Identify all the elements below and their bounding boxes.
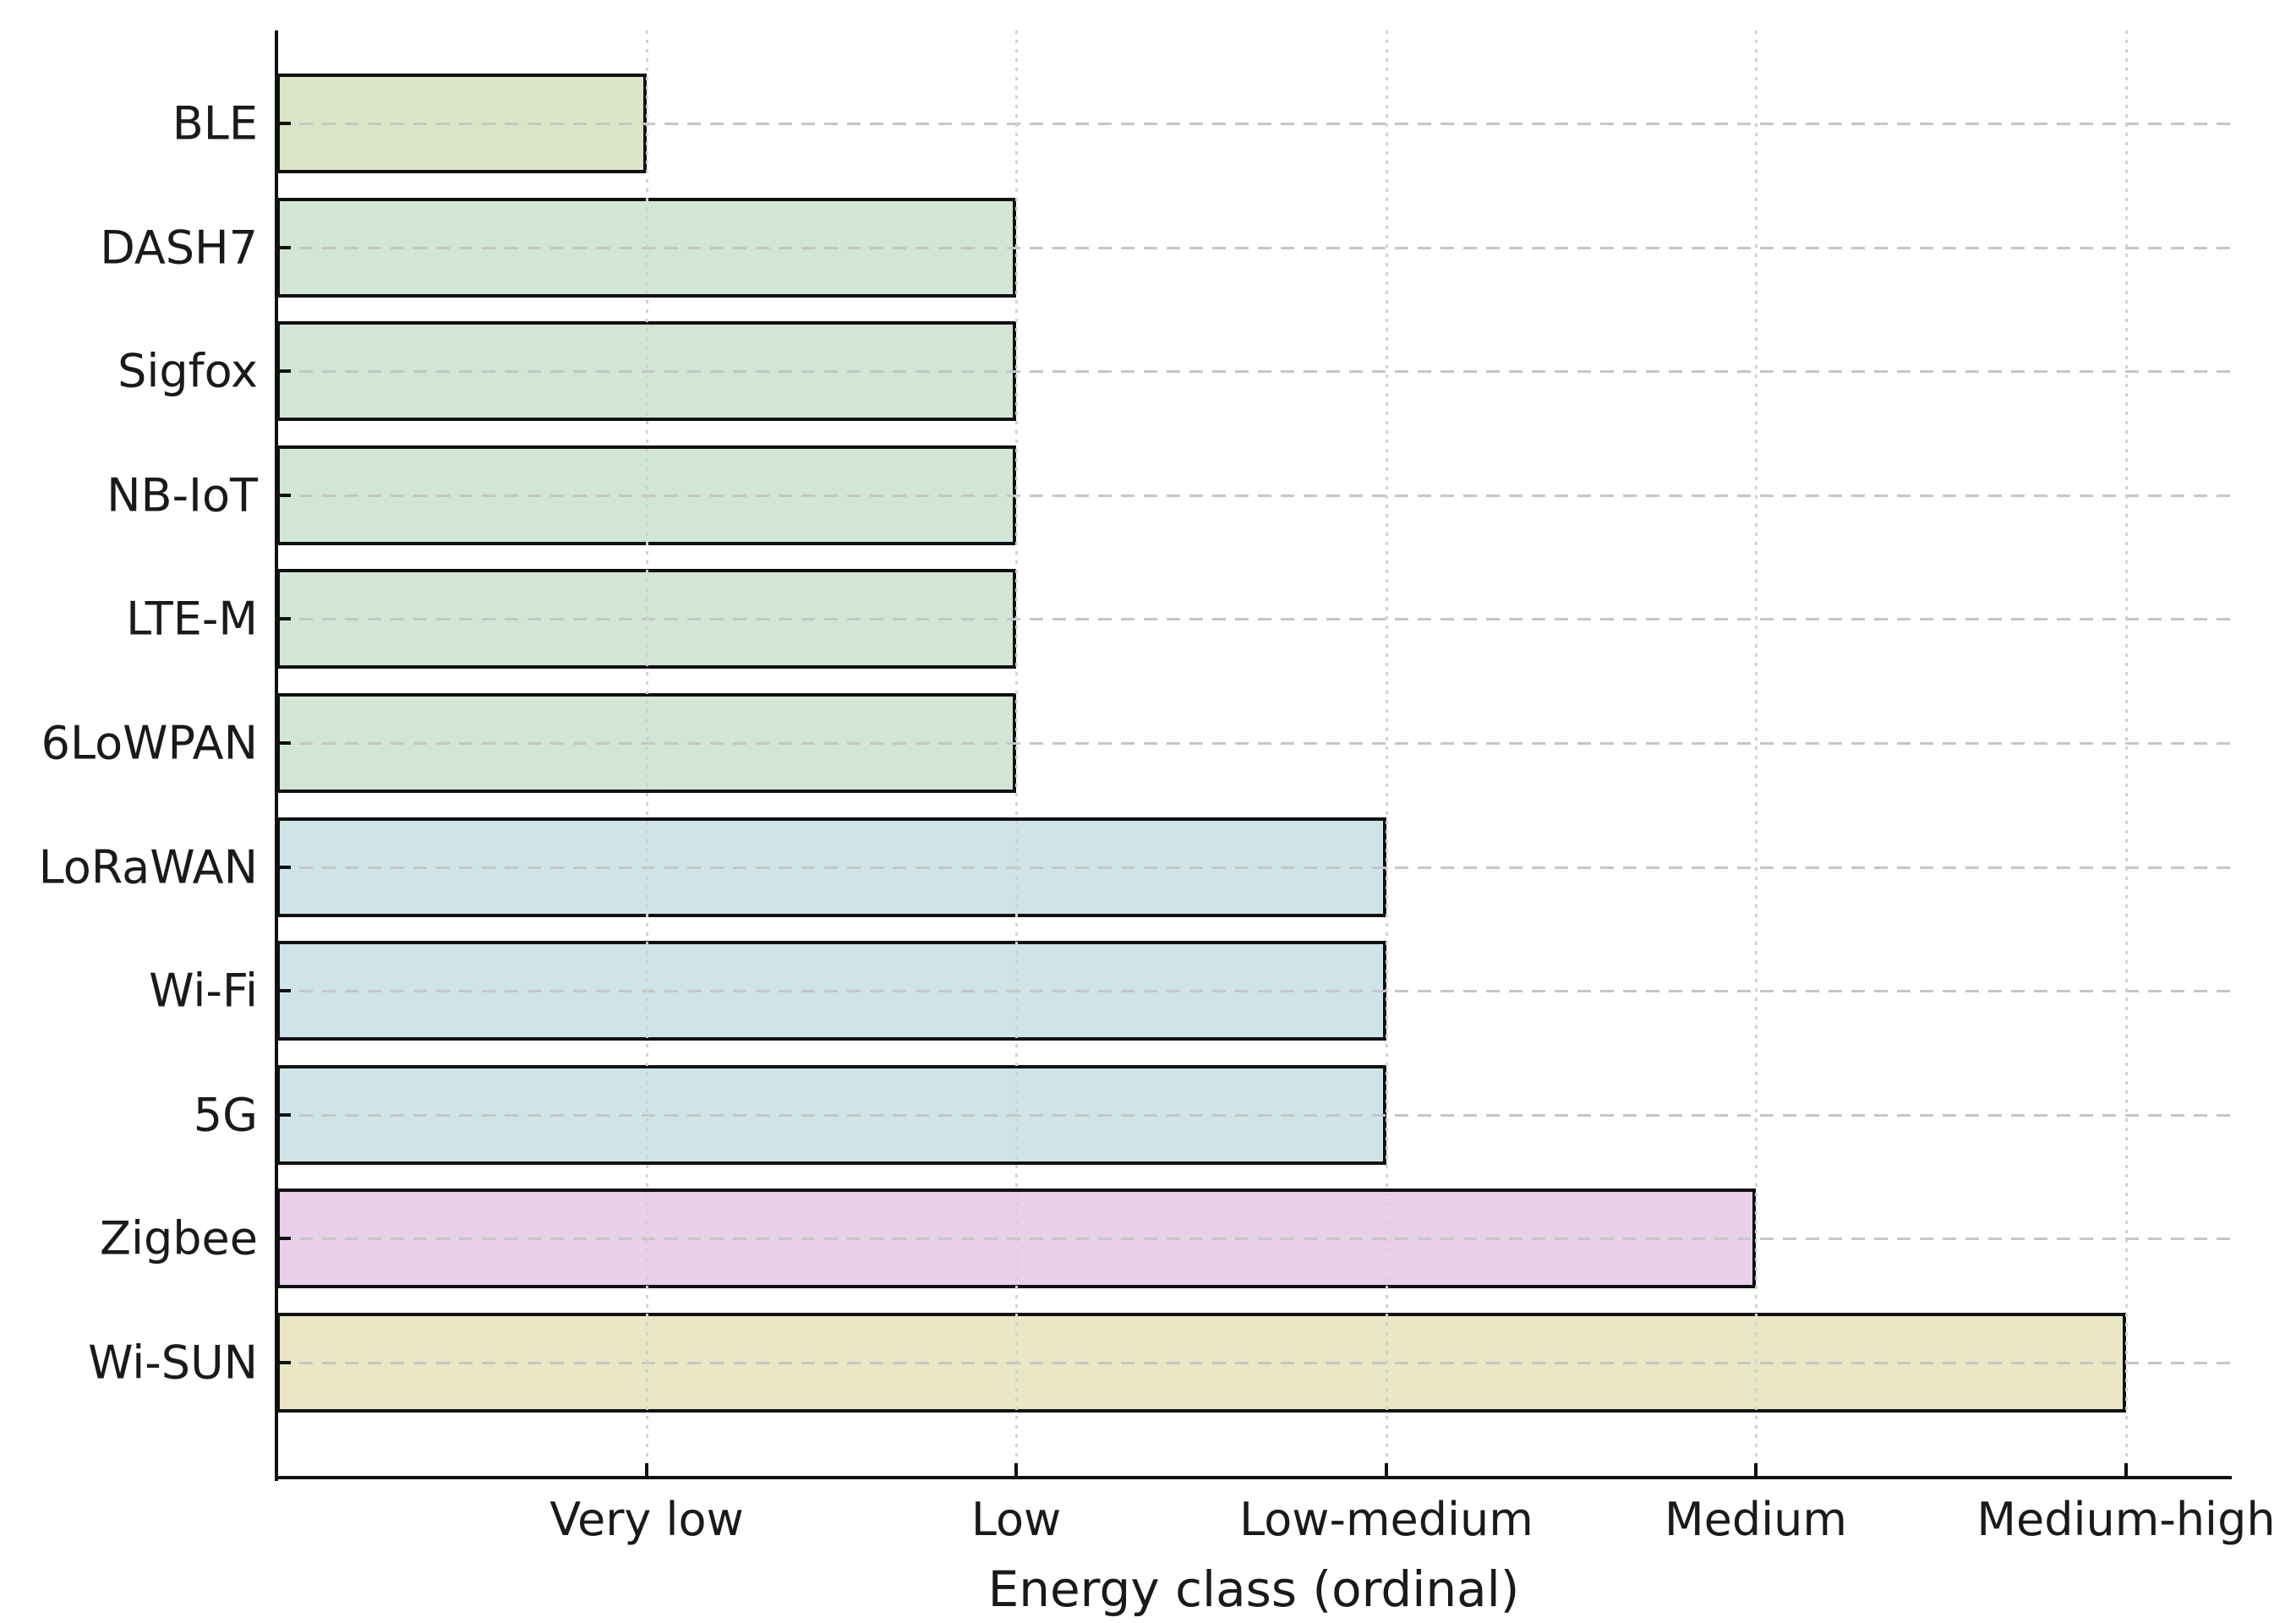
- gridline-vertical: [1755, 30, 1758, 1478]
- gridline-horizontal: [276, 495, 2232, 497]
- y-tick-label: Wi-SUN: [88, 1336, 258, 1390]
- x-tick: [1014, 1463, 1018, 1478]
- y-tick-label: BLE: [172, 96, 258, 150]
- y-tick-label: Wi-Fi: [149, 964, 258, 1018]
- x-tick-label: Low: [970, 1493, 1062, 1546]
- x-axis-title: Energy class (ordinal): [987, 1560, 1520, 1618]
- y-tick: [276, 122, 291, 125]
- x-tick-label: Medium-high: [1976, 1493, 2276, 1546]
- y-tick: [276, 866, 291, 869]
- y-tick-label: LTE-M: [126, 592, 258, 646]
- x-tick: [1385, 1463, 1388, 1478]
- y-tick: [276, 617, 291, 620]
- x-tick-label: Medium: [1665, 1493, 1847, 1546]
- gridline-horizontal: [276, 123, 2232, 125]
- y-tick: [276, 494, 291, 497]
- gridline-horizontal: [276, 1114, 2232, 1117]
- y-tick: [276, 1361, 291, 1364]
- y-tick: [276, 246, 291, 249]
- y-tick-label: 5G: [193, 1088, 258, 1142]
- y-axis-line: [275, 30, 278, 1481]
- gridline-vertical: [2125, 30, 2128, 1478]
- gridline-horizontal: [276, 370, 2232, 373]
- y-tick: [276, 741, 291, 745]
- y-tick-label: LoRaWAN: [38, 840, 258, 894]
- gridline-horizontal: [276, 1362, 2232, 1364]
- x-tick-label: Low-medium: [1239, 1493, 1533, 1546]
- y-tick-label: 6LoWPAN: [41, 716, 258, 770]
- y-tick-label: DASH7: [100, 221, 258, 275]
- y-tick-label: Sigfox: [118, 344, 258, 398]
- y-tick: [276, 989, 291, 992]
- x-tick: [2124, 1463, 2128, 1478]
- gridline-vertical: [1386, 30, 1388, 1478]
- x-tick: [645, 1463, 648, 1478]
- x-tick-label: Very low: [549, 1493, 744, 1546]
- gridline-vertical: [1015, 30, 1018, 1478]
- y-tick-label: Zigbee: [100, 1211, 258, 1265]
- gridline-horizontal: [276, 990, 2232, 992]
- gridline-horizontal: [276, 1238, 2232, 1240]
- x-tick: [1754, 1463, 1758, 1478]
- y-tick-label: NB-IoT: [107, 468, 258, 522]
- gridline-horizontal: [276, 247, 2232, 249]
- y-tick: [276, 1113, 291, 1117]
- y-tick: [276, 369, 291, 373]
- gridline-horizontal: [276, 866, 2232, 869]
- gridline-horizontal: [276, 742, 2232, 745]
- gridline-horizontal: [276, 618, 2232, 620]
- gridline-vertical: [646, 30, 648, 1478]
- x-axis-line: [275, 1476, 2232, 1479]
- y-tick: [276, 1237, 291, 1240]
